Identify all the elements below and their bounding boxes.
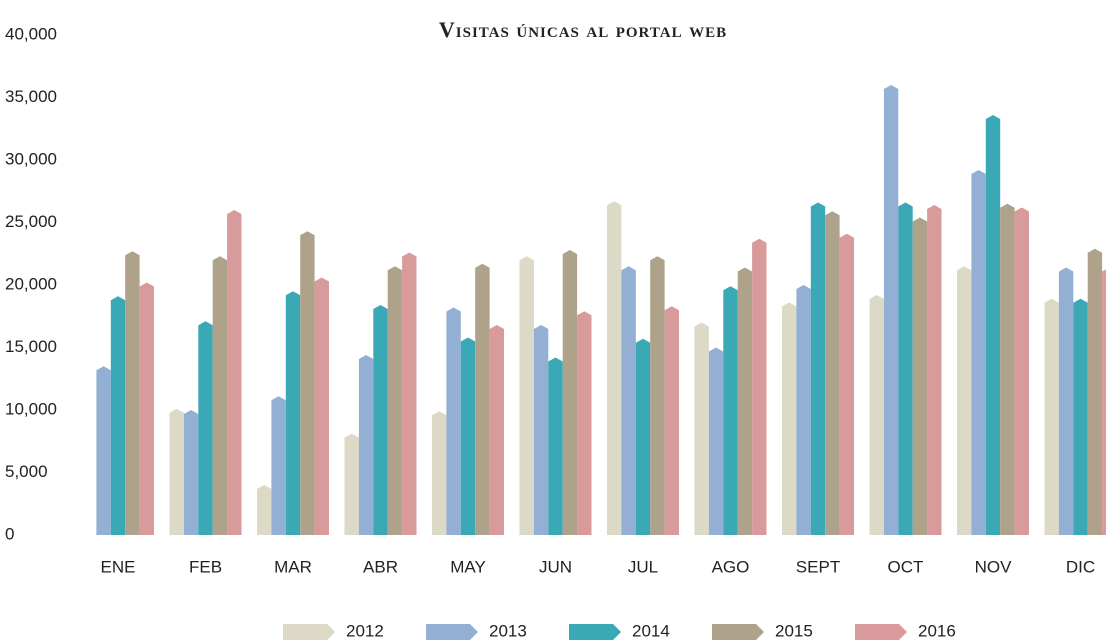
bar xyxy=(519,256,534,535)
bar xyxy=(562,250,578,535)
bar xyxy=(110,296,126,535)
bar xyxy=(314,277,329,535)
bar xyxy=(664,306,679,535)
chart-title: Visitas únicas al portal web xyxy=(439,17,727,42)
y-tick-label: 25,000 xyxy=(5,212,57,231)
x-tick-label: ENE xyxy=(101,557,136,576)
bar xyxy=(1000,203,1015,535)
bar xyxy=(957,266,972,535)
bar xyxy=(1073,298,1088,535)
y-tick-label: 0 xyxy=(5,524,14,543)
bar xyxy=(1058,267,1074,535)
y-tick-label: 15,000 xyxy=(5,337,57,356)
bar xyxy=(533,325,549,535)
bar xyxy=(708,347,724,535)
y-tick-label: 30,000 xyxy=(5,149,57,168)
bar xyxy=(985,115,1001,535)
x-tick-label: NOV xyxy=(975,557,1013,576)
bar xyxy=(927,205,942,535)
x-tick-label: DIC xyxy=(1066,557,1095,576)
legend-label: 2014 xyxy=(632,621,670,640)
bar xyxy=(694,322,709,535)
bar xyxy=(271,396,286,535)
x-tick-label: MAY xyxy=(450,557,486,576)
legend-label: 2012 xyxy=(346,621,384,640)
bar xyxy=(402,252,417,535)
bar xyxy=(183,410,199,535)
bar xyxy=(607,201,622,535)
x-tick-label: SEPT xyxy=(796,557,840,576)
bar xyxy=(139,282,154,535)
bar xyxy=(446,307,461,535)
bar xyxy=(460,337,476,535)
bar xyxy=(227,210,242,535)
x-tick-label: ABR xyxy=(363,557,398,576)
bar xyxy=(869,295,884,535)
x-tick-label: AGO xyxy=(712,557,750,576)
legend-swatch xyxy=(283,624,335,640)
legend-label: 2016 xyxy=(918,621,956,640)
legend-swatch xyxy=(569,624,621,640)
bar xyxy=(635,338,651,535)
bar xyxy=(650,256,665,535)
y-tick-label: 20,000 xyxy=(5,274,57,293)
bar xyxy=(285,291,301,535)
bar xyxy=(737,267,753,535)
bar xyxy=(373,305,388,535)
bar xyxy=(912,217,928,535)
bar xyxy=(825,211,840,535)
bar xyxy=(1102,269,1106,535)
legend-swatch xyxy=(426,624,478,640)
x-tick-label: JUL xyxy=(628,557,658,576)
x-tick-label: JUN xyxy=(539,557,572,576)
bar xyxy=(475,263,490,535)
bar xyxy=(752,238,767,535)
bar xyxy=(839,233,854,535)
y-tick-label: 40,000 xyxy=(5,24,57,43)
x-tick-label: MAR xyxy=(274,557,312,576)
bar xyxy=(257,485,272,535)
legend-swatch xyxy=(855,624,907,640)
bar xyxy=(1044,298,1059,535)
bar xyxy=(1087,248,1103,535)
bar xyxy=(723,286,738,535)
y-tick-label: 10,000 xyxy=(5,399,57,418)
bar xyxy=(577,311,592,535)
bar xyxy=(169,408,184,535)
bar xyxy=(432,411,447,535)
bar xyxy=(883,85,899,535)
bar xyxy=(971,170,986,535)
y-tick-label: 5,000 xyxy=(5,462,48,481)
legend-label: 2013 xyxy=(489,621,527,640)
bar xyxy=(1014,207,1029,535)
bar xyxy=(387,266,403,535)
bar xyxy=(810,202,826,535)
bar xyxy=(300,231,315,535)
x-tick-label: FEB xyxy=(189,557,222,576)
bar xyxy=(796,285,811,535)
bar xyxy=(489,325,504,535)
bar xyxy=(621,266,636,535)
bar xyxy=(96,366,111,535)
legend-swatch xyxy=(712,624,764,640)
bar xyxy=(782,302,797,535)
y-tick-label: 35,000 xyxy=(5,87,57,106)
bar xyxy=(898,202,913,535)
bar xyxy=(125,251,140,535)
bar xyxy=(358,355,374,535)
bar xyxy=(198,321,213,535)
bar xyxy=(344,433,359,535)
x-tick-label: OCT xyxy=(888,557,924,576)
bar xyxy=(212,256,228,535)
bar xyxy=(548,357,563,535)
legend-label: 2015 xyxy=(775,621,813,640)
